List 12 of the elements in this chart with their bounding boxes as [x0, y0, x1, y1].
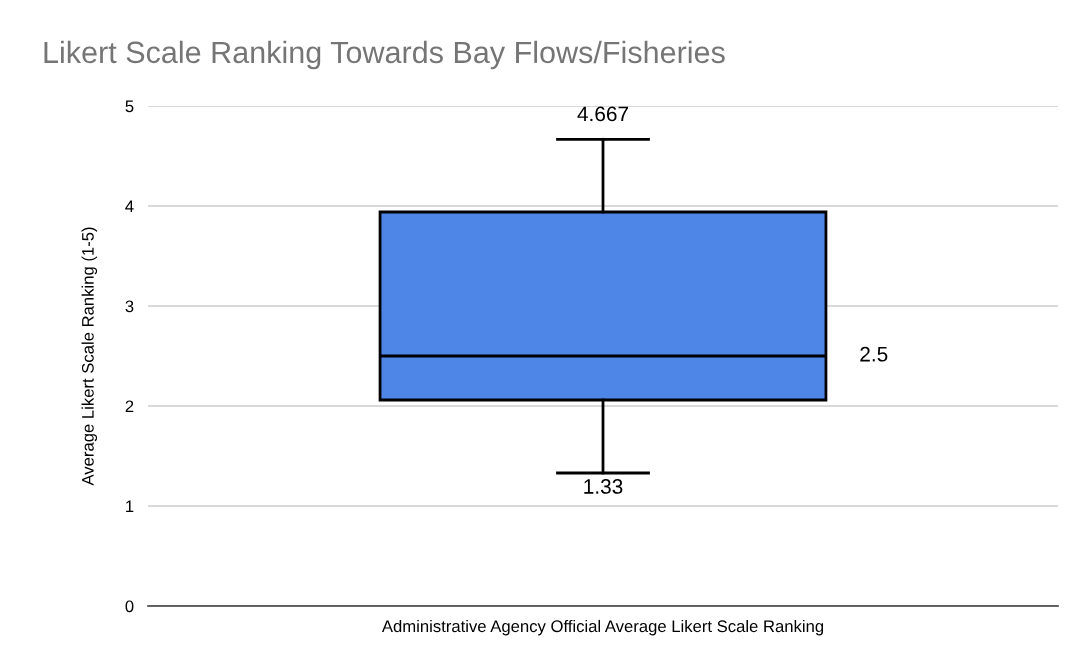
annotation: 1.33 [584, 479, 623, 494]
y-tick-label: 5 [125, 100, 134, 113]
chart-title: Likert Scale Ranking Towards Bay Flows/Fisheries [44, 40, 725, 70]
y-tick-label: 0 [125, 600, 134, 613]
annotation: 2.5 [860, 346, 888, 362]
y-tick-label: 2 [125, 400, 134, 413]
y-tick-label: 4 [125, 200, 134, 213]
y-axis-title: Average Likert Scale Ranking (1-5) [81, 227, 98, 486]
annotation: 4.667 [577, 106, 629, 122]
y-tick-label: 1 [126, 500, 134, 513]
x-tick-label: Administrative Agency Official Average Likert Scale Ranking [381, 619, 824, 636]
y-tick-label: 3 [125, 300, 134, 313]
